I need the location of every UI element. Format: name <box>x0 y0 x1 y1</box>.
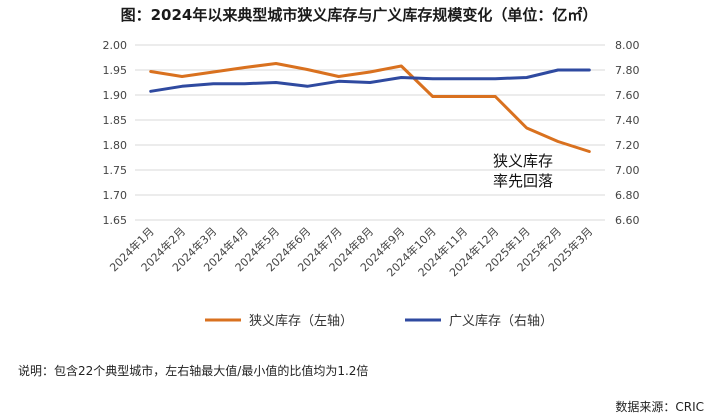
right-tick-label: 8.00 <box>615 39 640 52</box>
right-tick-label: 7.40 <box>615 114 640 127</box>
series-lines <box>149 62 591 153</box>
left-tick-label: 1.75 <box>103 164 128 177</box>
legend: 狭义库存（左轴） 广义库存（右轴） <box>205 313 553 329</box>
left-axis-ticks: 1.65 1.70 1.75 1.80 1.85 1.90 1.95 2.00 <box>103 39 128 227</box>
series-line-2 <box>149 68 591 93</box>
left-tick-label: 1.80 <box>103 139 128 152</box>
left-tick-label: 1.95 <box>103 64 128 77</box>
right-tick-label: 7.80 <box>615 64 640 77</box>
footnote: 说明：包含22个典型城市，左右轴最大值/最小值的比值均为1.2倍 <box>18 364 369 378</box>
right-axis-ticks: 6.60 6.80 7.00 7.20 7.40 7.60 7.80 8.00 <box>615 39 640 227</box>
left-tick-label: 1.70 <box>103 189 128 202</box>
left-tick-label: 1.90 <box>103 89 128 102</box>
left-tick-label: 1.65 <box>103 214 128 227</box>
right-tick-label: 7.00 <box>615 164 640 177</box>
x-axis-ticks: 2024年1月2024年2月2024年3月2024年4月2024年5月2024年… <box>107 224 596 279</box>
annotation-line: 狭义库存 <box>493 152 553 170</box>
annotation-line: 率先回落 <box>493 172 553 190</box>
series-line-1 <box>149 62 591 153</box>
legend-label: 广义库存（右轴） <box>449 313 553 329</box>
left-tick-label: 2.00 <box>103 39 128 52</box>
gridlines <box>135 44 605 221</box>
right-tick-label: 6.80 <box>615 189 640 202</box>
right-tick-label: 7.20 <box>615 139 640 152</box>
right-tick-label: 6.60 <box>615 214 640 227</box>
left-tick-label: 1.85 <box>103 114 128 127</box>
legend-label: 狭义库存（左轴） <box>249 313 353 329</box>
source-credit: 数据来源：CRIC <box>615 400 704 414</box>
chart-title: 图：2024年以来典型城市狭义库存与广义库存规模变化（单位：亿㎡） <box>120 6 598 24</box>
right-tick-label: 7.60 <box>615 89 640 102</box>
